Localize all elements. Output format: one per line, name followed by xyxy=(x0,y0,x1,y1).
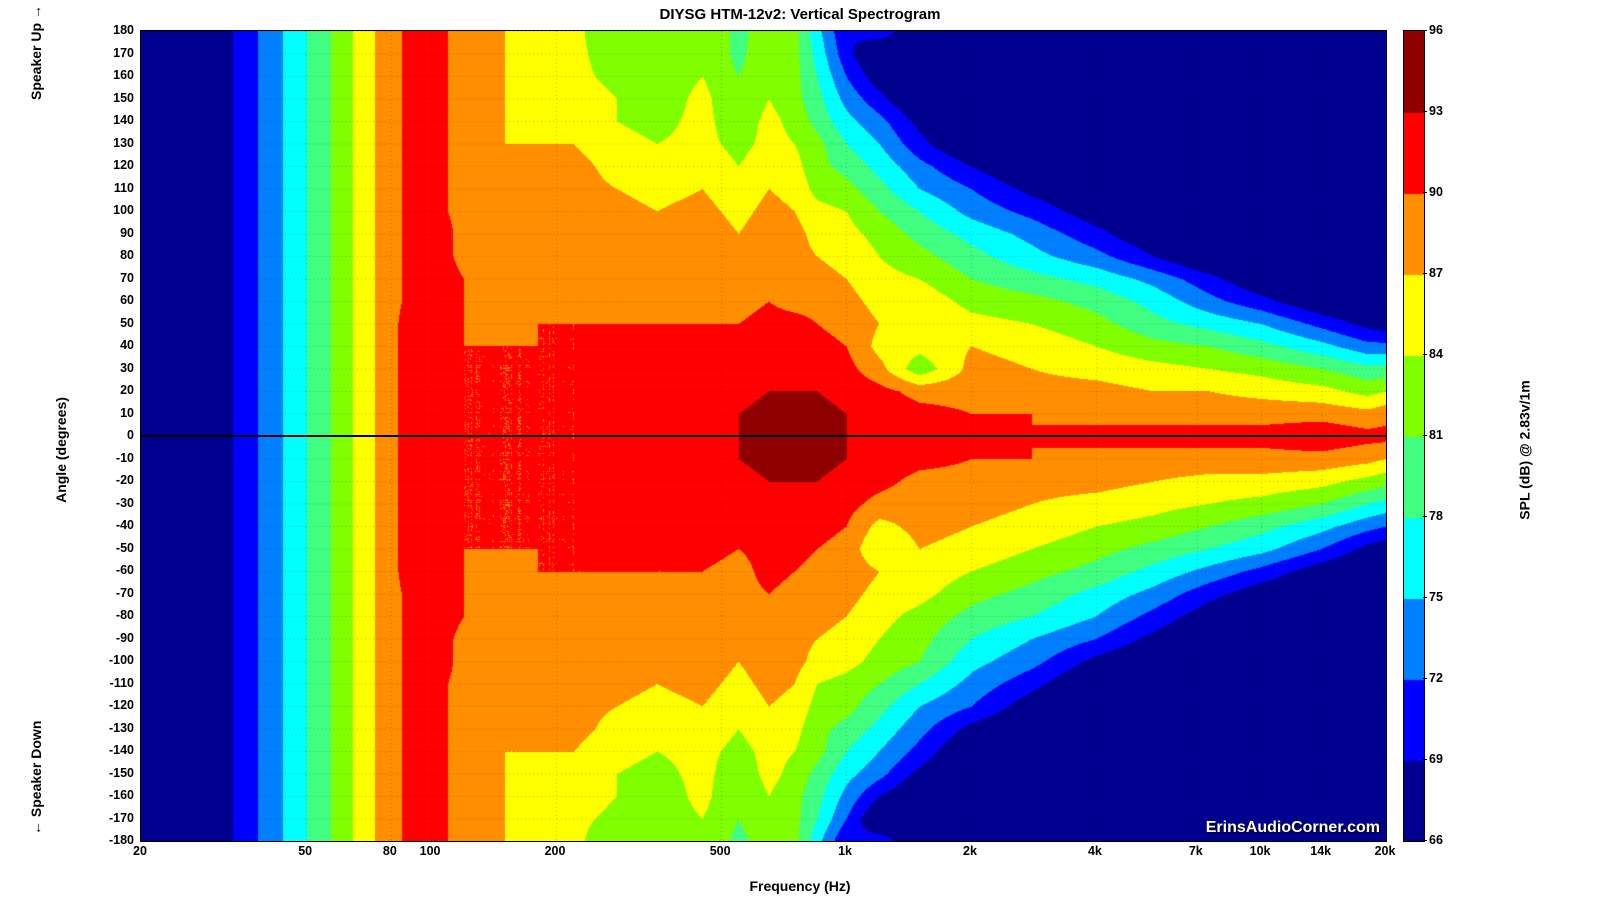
y-tick: 30 xyxy=(120,361,134,375)
y-tick: 80 xyxy=(120,248,134,262)
y-tick: -120 xyxy=(109,698,134,712)
x-tick: 80 xyxy=(383,844,397,858)
x-tick: 100 xyxy=(420,844,441,858)
y-tick: -130 xyxy=(109,721,134,735)
y-axis-bottom-annot: ← Speaker Down xyxy=(28,721,44,835)
x-tick: 10k xyxy=(1250,844,1271,858)
y-axis-label: Angle (degrees) xyxy=(53,397,69,503)
x-tick: 7k xyxy=(1189,844,1203,858)
x-tick: 4k xyxy=(1088,844,1102,858)
y-tick: 160 xyxy=(113,68,134,82)
x-tick: 20 xyxy=(133,844,147,858)
y-tick: 90 xyxy=(120,226,134,240)
y-tick: -40 xyxy=(116,518,134,532)
x-tick: 200 xyxy=(545,844,566,858)
x-tick: 14k xyxy=(1310,844,1331,858)
y-tick: -150 xyxy=(109,766,134,780)
y-tick: -110 xyxy=(110,676,134,690)
spectrogram-plot: ErinsAudioCorner.com xyxy=(140,30,1387,842)
colorbar-tick: 72 xyxy=(1429,671,1443,685)
colorbar-tick: 78 xyxy=(1429,509,1443,523)
y-tick: -160 xyxy=(109,788,134,802)
colorbar xyxy=(1403,30,1425,842)
y-tick: 60 xyxy=(120,293,134,307)
colorbar-tick: 69 xyxy=(1429,752,1443,766)
y-tick: 120 xyxy=(113,158,134,172)
y-tick: 70 xyxy=(120,271,134,285)
y-tick: -180 xyxy=(109,833,134,847)
x-tick: 2k xyxy=(963,844,977,858)
y-tick: -70 xyxy=(116,586,134,600)
y-tick: -140 xyxy=(109,743,134,757)
zero-degree-line xyxy=(141,435,1386,437)
y-tick: 140 xyxy=(113,113,134,127)
y-tick: 150 xyxy=(113,91,134,105)
colorbar-label: SPL (dB) @ 2.83v/1m xyxy=(1516,380,1532,519)
y-tick: 170 xyxy=(113,46,134,60)
x-axis-label: Frequency (Hz) xyxy=(0,878,1600,894)
y-tick: -90 xyxy=(116,631,134,645)
x-tick: 500 xyxy=(710,844,731,858)
y-tick: 0 xyxy=(127,428,134,442)
x-tick: 20k xyxy=(1375,844,1396,858)
chart-title: DIYSG HTM-12v2: Vertical Spectrogram xyxy=(0,6,1600,23)
y-tick: -80 xyxy=(116,608,134,622)
watermark: ErinsAudioCorner.com xyxy=(1206,819,1380,837)
y-tick: 130 xyxy=(113,136,134,150)
colorbar-tick: 90 xyxy=(1429,185,1443,199)
y-tick: -50 xyxy=(116,541,134,555)
y-tick: -100 xyxy=(109,653,134,667)
colorbar-tick: 93 xyxy=(1429,104,1443,118)
colorbar-tick: 66 xyxy=(1429,833,1443,847)
y-tick: 180 xyxy=(113,23,134,37)
y-tick: 50 xyxy=(120,316,134,330)
colorbar-tick: 96 xyxy=(1429,23,1443,37)
y-tick: -20 xyxy=(116,473,134,487)
colorbar-tick: 87 xyxy=(1429,266,1443,280)
y-tick: 10 xyxy=(120,406,134,420)
y-tick: 20 xyxy=(120,383,134,397)
y-tick: -170 xyxy=(109,811,134,825)
y-axis-top-annot: Speaker Up → xyxy=(28,5,44,100)
y-tick: -60 xyxy=(116,563,134,577)
x-tick: 1k xyxy=(838,844,852,858)
colorbar-tick: 84 xyxy=(1429,347,1443,361)
colorbar-tick: 81 xyxy=(1429,428,1443,442)
x-tick: 50 xyxy=(298,844,312,858)
y-tick: 100 xyxy=(113,203,134,217)
y-tick: 110 xyxy=(114,181,134,195)
y-tick: -30 xyxy=(116,496,134,510)
y-tick: -10 xyxy=(116,451,134,465)
colorbar-tick: 75 xyxy=(1429,590,1443,604)
y-tick: 40 xyxy=(120,338,134,352)
